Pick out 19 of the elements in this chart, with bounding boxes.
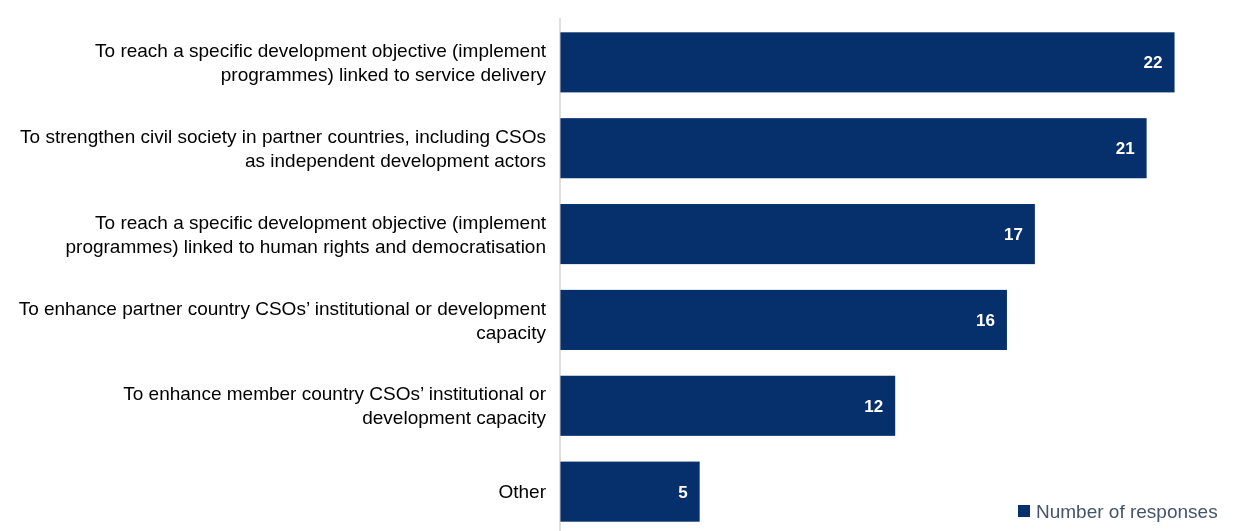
bar bbox=[560, 461, 700, 522]
data-label: 12 bbox=[864, 396, 884, 416]
data-label: 5 bbox=[678, 482, 688, 502]
y-tick-label: To reach a specific development objective (implement programmes) linked to human rights and democratisation bbox=[65, 211, 547, 257]
bar bbox=[560, 204, 1035, 265]
bar bbox=[560, 375, 896, 436]
bar bbox=[560, 32, 1175, 93]
y-tick-label: Other bbox=[498, 481, 547, 503]
legend-label: Number of responses bbox=[1036, 500, 1218, 522]
data-label: 17 bbox=[1003, 225, 1023, 245]
y-tick-label: To enhance partner country CSOs’ institutional or development capacity bbox=[18, 297, 547, 343]
bar bbox=[560, 289, 1007, 350]
data-label: 22 bbox=[1143, 53, 1163, 73]
data-label: 21 bbox=[1115, 139, 1135, 159]
y-tick-label: To reach a specific development objective (implement programmes) linked to service delivery bbox=[95, 39, 547, 85]
y-tick-label: To enhance member country CSOs’ institutional or development capacity bbox=[123, 383, 547, 429]
y-tick-label: To strengthen civil society in partner countries, including CSOs as independent development actors bbox=[20, 125, 546, 171]
bar bbox=[560, 118, 1147, 179]
data-label: 16 bbox=[976, 310, 995, 330]
